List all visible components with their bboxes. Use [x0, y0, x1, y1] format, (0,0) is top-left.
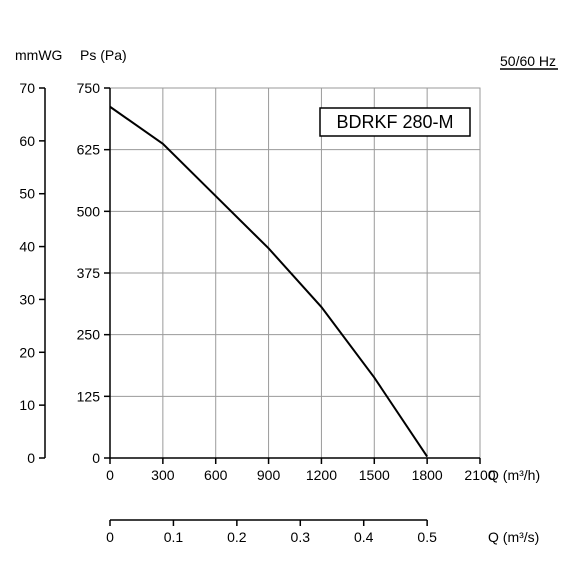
qh-tick: 1200: [306, 467, 337, 483]
mmwg-tick: 50: [19, 186, 35, 202]
mmwg-axis-label: mmWG: [15, 47, 62, 63]
qh-tick: 1800: [412, 467, 443, 483]
qh-tick: 600: [204, 467, 228, 483]
qh-tick: 0: [106, 467, 114, 483]
mmwg-tick: 10: [19, 397, 35, 413]
mmwg-tick: 40: [19, 239, 35, 255]
qs-tick: 0: [106, 529, 114, 545]
qh-axis-label: Q (m³/h): [488, 467, 540, 483]
pa-tick: 250: [77, 327, 101, 343]
qs-tick: 0.5: [417, 529, 437, 545]
pa-tick: 500: [77, 203, 101, 219]
frequency-label: 50/60 Hz: [500, 53, 556, 69]
qs-tick: 0.2: [227, 529, 247, 545]
mmwg-tick: 60: [19, 133, 35, 149]
pa-axis-label: Ps (Pa): [80, 47, 127, 63]
qs-tick: 0.4: [354, 529, 374, 545]
qs-tick: 0.1: [164, 529, 184, 545]
model-title: BDRKF 280-M: [336, 112, 453, 132]
pa-tick: 0: [92, 450, 100, 466]
pa-tick: 625: [77, 142, 101, 158]
qh-tick: 900: [257, 467, 281, 483]
mmwg-tick: 70: [19, 80, 35, 96]
qh-tick: 300: [151, 467, 175, 483]
qh-tick: 1500: [359, 467, 390, 483]
mmwg-tick: 0: [27, 450, 35, 466]
pa-tick: 125: [77, 388, 101, 404]
mmwg-tick: 20: [19, 344, 35, 360]
pa-tick: 750: [77, 80, 101, 96]
qs-axis-label: Q (m³/s): [488, 529, 539, 545]
mmwg-tick: 30: [19, 291, 35, 307]
qs-tick: 0.3: [291, 529, 311, 545]
fan-performance-chart: 0 125 250 375 500 625 750 Ps (Pa) 0 10 20 30 40 50 60 7…: [0, 0, 572, 564]
pa-tick: 375: [77, 265, 101, 281]
